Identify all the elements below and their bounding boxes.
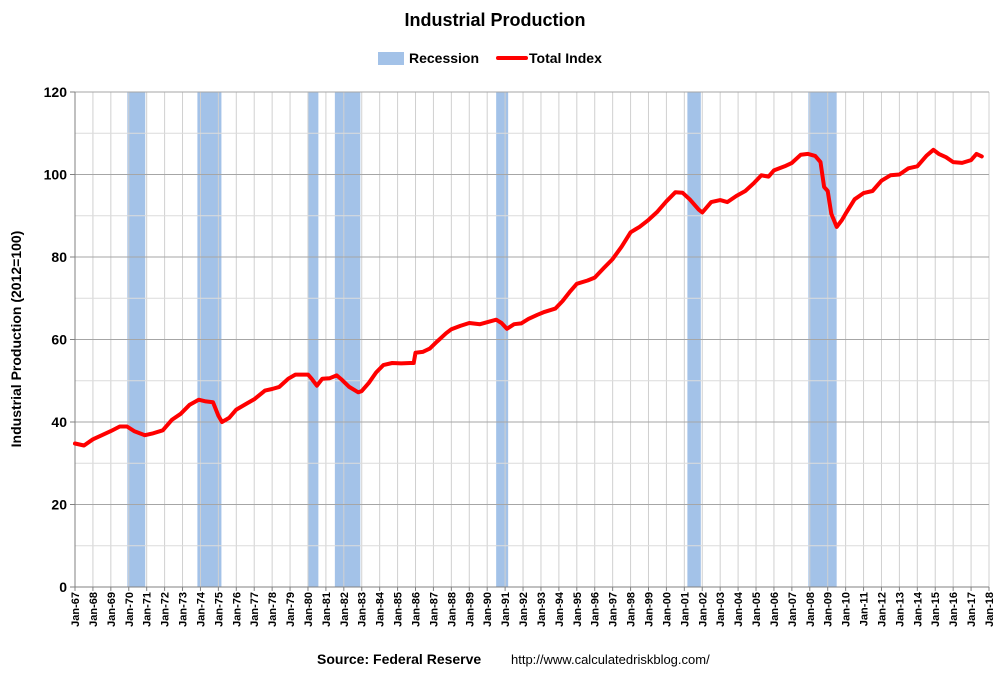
x-tick-label: Jan-69 <box>106 592 118 627</box>
x-tick-label: Jan-87 <box>428 592 440 627</box>
x-tick-label: Jan-77 <box>249 592 261 627</box>
x-tick-label: Jan-82 <box>339 592 351 627</box>
y-tick-label: 20 <box>51 497 67 513</box>
x-tick-label: Jan-94 <box>554 591 566 627</box>
legend: Recession Total Index <box>378 50 602 66</box>
plot-area: 0 20 40 60 80 100 120 Jan-67 Jan-68 Jan-69 Jan-70 J… <box>44 84 995 627</box>
x-tick-label: Jan-71 <box>142 592 154 627</box>
x-tick-label: Jan-14 <box>912 591 924 627</box>
x-tick-label: Jan-85 <box>393 592 405 627</box>
source-label: Source: Federal Reserve <box>317 651 481 667</box>
x-tick-label: Jan-12 <box>876 592 888 627</box>
x-tick-label: Jan-07 <box>787 592 799 627</box>
x-tick-label: Jan-90 <box>482 592 494 627</box>
y-tick-label: 80 <box>51 249 67 265</box>
x-tick-label: Jan-17 <box>966 592 978 627</box>
x-tick-label: Jan-76 <box>231 592 243 627</box>
x-tick-label: Jan-98 <box>626 592 638 627</box>
x-tick-label: Jan-02 <box>697 592 709 627</box>
x-tick-label: Jan-16 <box>948 592 960 627</box>
x-tick-label: Jan-79 <box>285 592 297 627</box>
y-tick-label: 0 <box>59 579 67 595</box>
y-tick-label: 100 <box>44 167 68 183</box>
x-tick-label: Jan-93 <box>536 592 548 627</box>
x-tick-label: Jan-99 <box>643 592 655 627</box>
x-tick-label: Jan-96 <box>590 592 602 627</box>
x-tick-label: Jan-67 <box>70 592 82 627</box>
source-url: http://www.calculatedriskblog.com/ <box>511 652 710 667</box>
x-tick-label: Jan-68 <box>88 592 100 627</box>
x-tick-label: Jan-01 <box>679 592 691 627</box>
y-axis-label: Industrial Production (2012=100) <box>8 231 24 448</box>
legend-recession-swatch <box>378 52 404 65</box>
x-tick-label: Jan-04 <box>733 591 745 627</box>
x-tick-label: Jan-89 <box>464 592 476 627</box>
x-tick-label: Jan-80 <box>303 592 315 627</box>
x-tick-label: Jan-84 <box>375 591 387 627</box>
x-tick-label: Jan-74 <box>195 591 207 627</box>
x-tick-label: Jan-09 <box>823 592 835 627</box>
legend-total-index-label: Total Index <box>529 50 602 66</box>
x-tick-label: Jan-73 <box>178 592 190 627</box>
x-tick-label: Jan-75 <box>213 592 225 627</box>
x-tick-label: Jan-88 <box>446 592 458 627</box>
x-tick-label: Jan-13 <box>894 592 906 627</box>
chart-title: Industrial Production <box>404 10 585 30</box>
x-tick-label: Jan-11 <box>859 592 871 626</box>
x-tick-label: Jan-91 <box>500 592 512 627</box>
x-tick-label: Jan-81 <box>321 592 333 627</box>
x-tick-label: Jan-03 <box>715 592 727 627</box>
x-tick-label: Jan-18 <box>984 592 995 627</box>
x-tick-label: Jan-97 <box>608 592 620 627</box>
x-tick-label: Jan-92 <box>518 592 530 627</box>
x-tick-label: Jan-72 <box>160 592 172 627</box>
x-tick-label: Jan-06 <box>769 592 781 627</box>
x-tick-label: Jan-83 <box>357 592 369 627</box>
x-tick-label: Jan-86 <box>411 592 423 627</box>
x-tick-label: Jan-00 <box>661 592 673 627</box>
y-tick-label: 120 <box>44 84 68 100</box>
y-tick-label: 60 <box>51 332 67 348</box>
y-tick-label: 40 <box>51 414 67 430</box>
x-tick-label: Jan-05 <box>751 592 763 627</box>
series-line-total-index <box>73 147 984 448</box>
x-tick-label: Jan-95 <box>572 592 584 627</box>
legend-recession-label: Recession <box>409 50 479 66</box>
x-tick-label: Jan-10 <box>841 592 853 627</box>
x-tick-label: Jan-78 <box>267 592 279 627</box>
x-tick-label: Jan-15 <box>930 592 942 627</box>
x-tick-label: Jan-08 <box>805 592 817 627</box>
x-tick-label: Jan-70 <box>124 592 136 627</box>
